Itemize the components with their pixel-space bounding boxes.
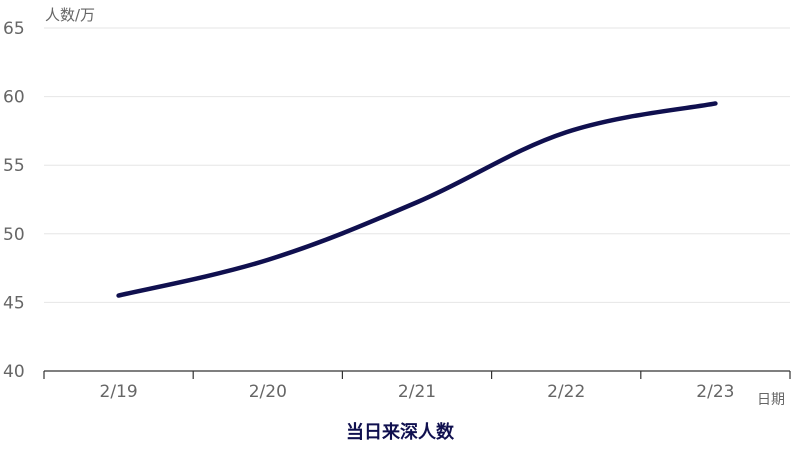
x-tick-label: 2/22 <box>547 382 585 402</box>
y-axis: 40 45 50 55 60 65 <box>3 19 25 382</box>
x-tick-label: 2/19 <box>100 382 138 402</box>
y-tick-label: 55 <box>3 156 25 176</box>
x-axis: 2/19 2/20 2/21 2/22 2/23 <box>43 370 791 402</box>
y-axis-label: 人数/万 <box>45 6 95 24</box>
x-tick-label: 2/23 <box>696 382 734 402</box>
chart-title: 当日来深人数 <box>346 421 455 443</box>
y-tick-label: 45 <box>3 293 25 313</box>
y-tick-label: 65 <box>3 19 25 39</box>
y-tick-label: 50 <box>3 225 25 245</box>
gridlines <box>44 27 790 303</box>
series-line <box>116 101 718 298</box>
x-tick-label: 2/20 <box>249 382 287 402</box>
x-axis-label: 日期 <box>757 392 785 408</box>
y-tick-label: 60 <box>3 88 25 108</box>
y-tick-label: 40 <box>3 362 25 382</box>
x-tick-label: 2/21 <box>398 382 436 402</box>
